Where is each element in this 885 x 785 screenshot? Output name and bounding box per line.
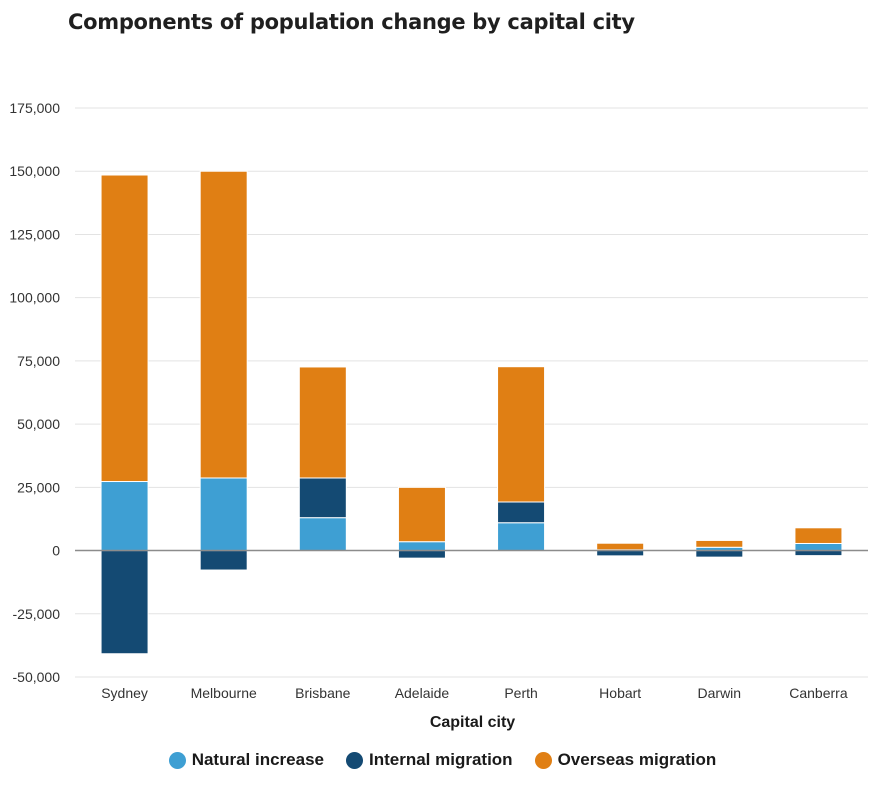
y-tick-label: 0 bbox=[52, 543, 60, 559]
bar-overseas-migration-sydney[interactable] bbox=[100, 174, 149, 483]
bar-internal-migration-melbourne[interactable] bbox=[199, 550, 248, 571]
legend-label: Internal migration bbox=[368, 750, 513, 769]
x-tick-label: Adelaide bbox=[395, 685, 450, 701]
legend-swatch-icon bbox=[168, 751, 186, 769]
bar-natural-increase-adelaide[interactable] bbox=[397, 541, 446, 552]
x-axis: Sydney Melbourne Brisbane Adelaide Perth Hoba… bbox=[101, 685, 848, 701]
x-tick-label: Melbourne bbox=[191, 685, 257, 701]
x-tick-label: Darwin bbox=[698, 685, 742, 701]
x-tick-label: Canberra bbox=[789, 685, 848, 701]
bars bbox=[100, 170, 843, 655]
x-tick-label: Perth bbox=[504, 685, 537, 701]
bar-overseas-migration-melbourne[interactable] bbox=[199, 170, 248, 479]
legend-swatch-icon bbox=[345, 751, 363, 769]
bar-internal-migration-perth[interactable] bbox=[497, 501, 546, 524]
bar-internal-migration-brisbane[interactable] bbox=[298, 477, 347, 519]
bar-natural-increase-perth[interactable] bbox=[497, 522, 546, 552]
bar-overseas-migration-brisbane[interactable] bbox=[298, 366, 347, 479]
y-tick-label: -25,000 bbox=[13, 606, 61, 622]
gridlines bbox=[75, 107, 868, 678]
legend-swatch-icon bbox=[534, 751, 552, 769]
bar-internal-migration-darwin[interactable] bbox=[695, 550, 744, 558]
bar-internal-migration-adelaide[interactable] bbox=[397, 550, 446, 559]
bar-natural-increase-canberra[interactable] bbox=[794, 542, 843, 552]
y-tick-label: 150,000 bbox=[9, 163, 60, 179]
legend-item-natural-increase[interactable]: Natural increase bbox=[168, 750, 324, 770]
bar-overseas-migration-perth[interactable] bbox=[497, 366, 546, 503]
y-tick-label: -50,000 bbox=[13, 669, 61, 685]
legend-item-overseas-migration[interactable]: Overseas migration bbox=[534, 750, 717, 770]
bar-internal-migration-sydney[interactable] bbox=[100, 550, 149, 655]
y-tick-label: 175,000 bbox=[9, 100, 60, 116]
x-tick-label: Sydney bbox=[101, 685, 148, 701]
x-tick-label: Brisbane bbox=[295, 685, 350, 701]
x-tick-label: Hobart bbox=[599, 685, 641, 701]
bar-overseas-migration-canberra[interactable] bbox=[794, 527, 843, 544]
bar-overseas-migration-adelaide[interactable] bbox=[397, 486, 446, 543]
y-tick-label: 50,000 bbox=[17, 416, 60, 432]
legend: Natural increase Internal migration Overse… bbox=[0, 750, 885, 770]
stacked-bar-chart: -50,000 -25,000 0 25,000 50,000 75,000 100,000… bbox=[9, 100, 868, 731]
y-tick-label: 125,000 bbox=[9, 226, 60, 242]
y-tick-label: 100,000 bbox=[9, 290, 60, 306]
x-axis-title: Capital city bbox=[430, 714, 515, 731]
legend-item-internal-migration[interactable]: Internal migration bbox=[345, 750, 513, 770]
bar-natural-increase-melbourne[interactable] bbox=[199, 477, 248, 552]
y-tick-label: 75,000 bbox=[17, 353, 60, 369]
chart-title: Components of population change by capit… bbox=[68, 10, 635, 34]
legend-label: Overseas migration bbox=[557, 750, 717, 769]
bar-internal-migration-hobart[interactable] bbox=[596, 550, 645, 557]
bar-overseas-migration-darwin[interactable] bbox=[695, 539, 744, 548]
legend-label: Natural increase bbox=[191, 750, 324, 769]
bar-natural-increase-brisbane[interactable] bbox=[298, 517, 347, 552]
bar-internal-migration-canberra[interactable] bbox=[794, 550, 843, 557]
y-tick-label: 25,000 bbox=[17, 479, 60, 495]
y-axis: -50,000 -25,000 0 25,000 50,000 75,000 100,000… bbox=[9, 100, 60, 685]
bar-natural-increase-sydney[interactable] bbox=[100, 481, 149, 552]
bar-overseas-migration-hobart[interactable] bbox=[596, 542, 645, 551]
